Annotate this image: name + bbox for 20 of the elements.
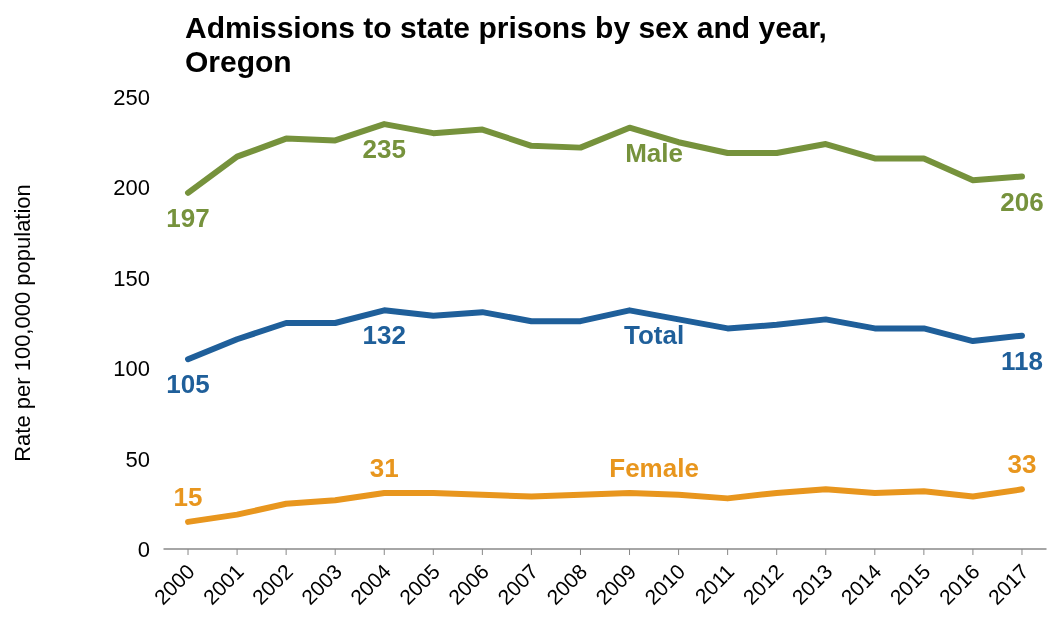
y-tick-label: 50 xyxy=(125,446,150,472)
series-label: Male xyxy=(625,137,683,168)
data-label: 197 xyxy=(166,202,210,233)
data-label: 31 xyxy=(369,452,399,483)
series-label: Total xyxy=(623,320,685,351)
data-label: 118 xyxy=(1001,345,1043,376)
y-tick-label: 150 xyxy=(113,265,150,291)
data-label: 206 xyxy=(1000,186,1044,217)
data-label: 132 xyxy=(362,320,406,351)
series-label: Female xyxy=(609,452,699,483)
data-label: 33 xyxy=(1007,449,1037,480)
data-label: 235 xyxy=(362,134,406,165)
y-tick-label: 0 xyxy=(137,537,150,562)
y-tick-label: 200 xyxy=(113,175,150,201)
y-tick-label: 100 xyxy=(113,356,150,382)
y-axis-title: Rate per 100,000 population xyxy=(10,184,35,462)
data-label: 105 xyxy=(166,369,210,400)
y-tick-label: 250 xyxy=(113,85,150,110)
data-label: 15 xyxy=(173,481,203,512)
chart-title: Admissions to state prisons by sex and year, Oregon xyxy=(185,11,827,78)
